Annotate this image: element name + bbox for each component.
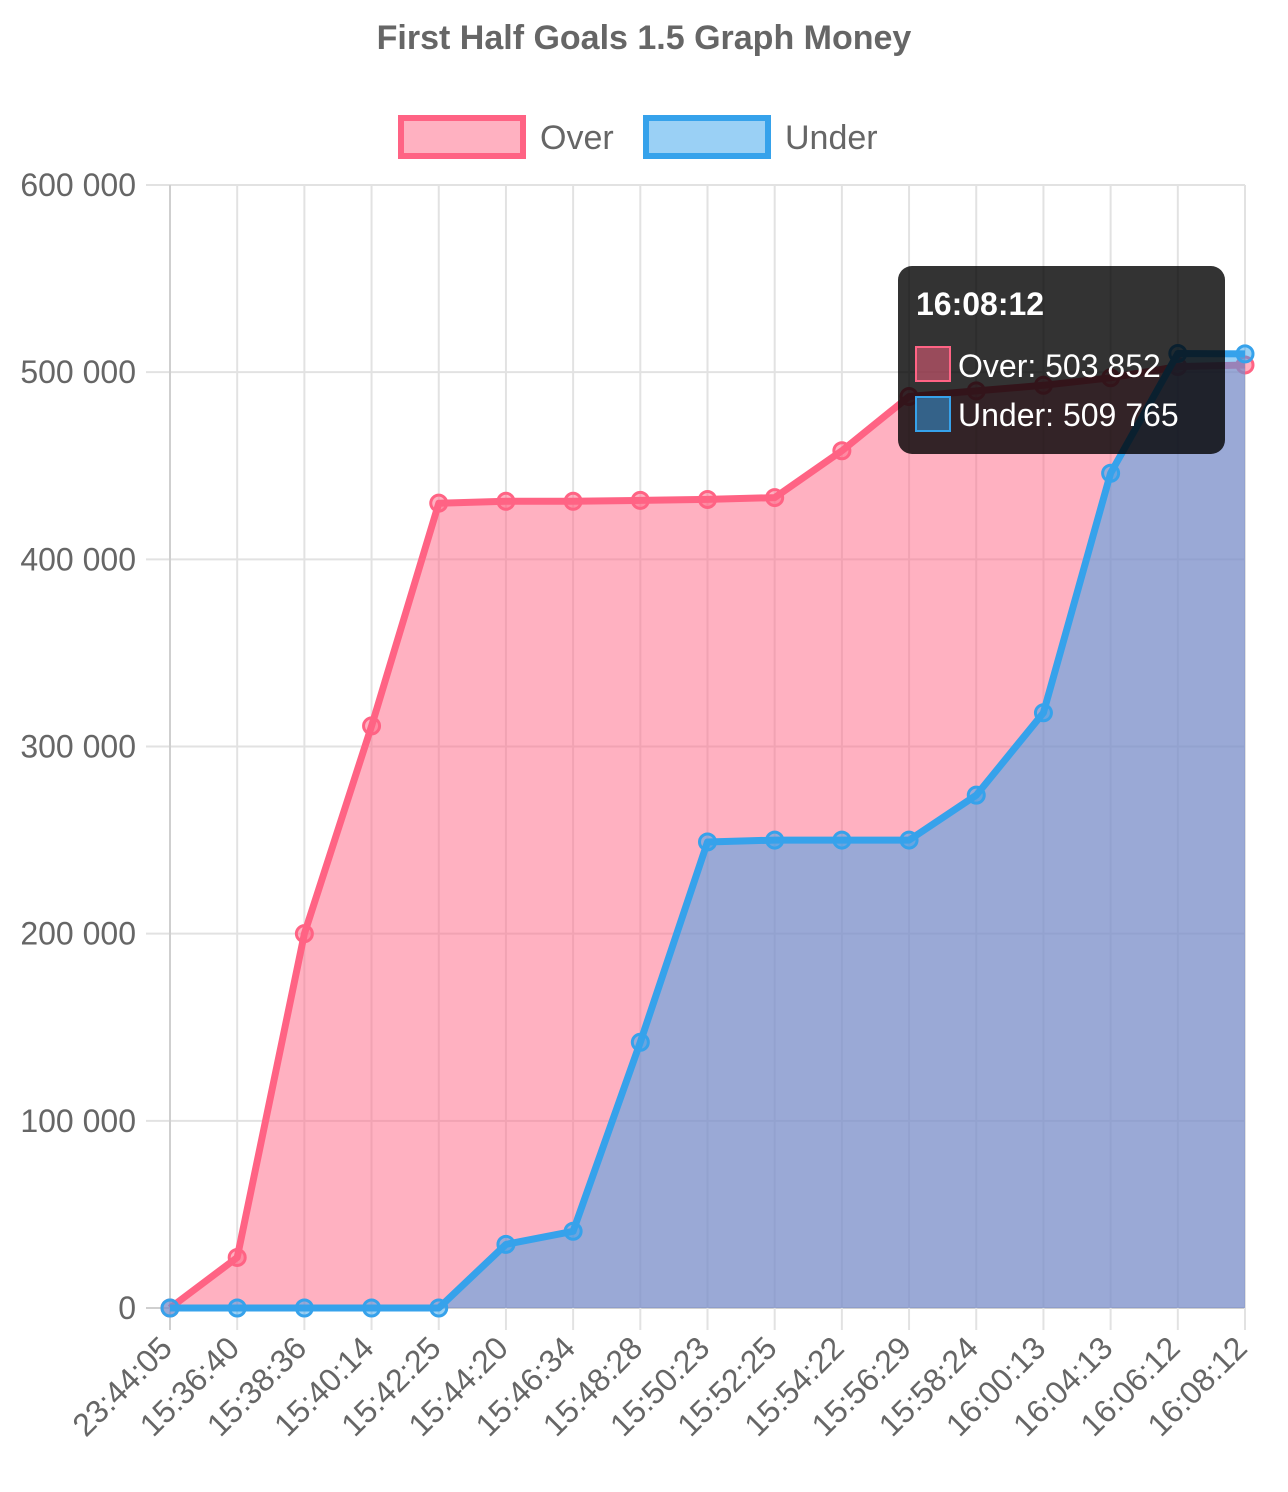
tooltip-swatch-under <box>915 396 951 432</box>
y-tick-label: 200 000 <box>20 916 136 952</box>
y-tick-label: 0 <box>118 1290 136 1326</box>
point-under[interactable] <box>294 1298 314 1318</box>
legend-label-under: Under <box>785 119 878 157</box>
tooltip-title: 16:08:12 <box>916 286 1044 322</box>
legend-item-over[interactable]: Over <box>398 115 614 159</box>
tooltip-line-under: Under: 509 765 <box>958 397 1179 433</box>
point-under[interactable] <box>1101 463 1121 483</box>
point-under[interactable] <box>227 1298 247 1318</box>
y-tick-label: 300 000 <box>20 729 136 765</box>
y-tick-label: 100 000 <box>20 1103 136 1139</box>
point-under[interactable] <box>429 1298 449 1318</box>
y-tick-label: 500 000 <box>20 354 136 390</box>
point-over[interactable] <box>362 716 382 736</box>
point-under[interactable] <box>362 1298 382 1318</box>
point-over[interactable] <box>429 493 449 513</box>
point-over[interactable] <box>698 489 717 509</box>
point-under[interactable] <box>1033 703 1053 723</box>
legend-label-over: Over <box>540 119 614 157</box>
point-under[interactable] <box>630 1032 650 1052</box>
legend-item-under[interactable]: Under <box>643 115 878 159</box>
point-over[interactable] <box>294 924 314 944</box>
point-under[interactable] <box>899 830 919 850</box>
tooltip-swatch-over <box>915 346 951 382</box>
point-over[interactable] <box>227 1247 247 1267</box>
y-tick-label: 400 000 <box>20 541 136 577</box>
legend-swatch-under <box>643 115 771 159</box>
area-under <box>170 353 1245 1308</box>
point-over[interactable] <box>630 490 650 510</box>
point-over[interactable] <box>765 488 785 508</box>
point-under[interactable] <box>563 1221 583 1241</box>
tooltip: 16:08:12 Over: 503 852 Under: 509 765 <box>898 266 1225 454</box>
legend: Over Under <box>398 115 878 159</box>
plot-area <box>160 343 1255 1318</box>
point-under[interactable] <box>160 1298 180 1318</box>
chart-title: First Half Goals 1.5 Graph Money <box>377 19 912 57</box>
point-under[interactable] <box>966 785 986 805</box>
legend-swatch-over <box>398 115 526 159</box>
point-over[interactable] <box>563 491 583 511</box>
tooltip-box <box>898 266 1225 454</box>
point-under[interactable] <box>1235 344 1255 364</box>
point-under[interactable] <box>496 1234 516 1254</box>
point-under[interactable] <box>698 832 717 852</box>
point-over[interactable] <box>832 441 852 461</box>
tooltip-line-over: Over: 503 852 <box>958 348 1161 384</box>
y-tick-label: 600 000 <box>20 167 136 203</box>
point-under[interactable] <box>765 830 785 850</box>
point-under[interactable] <box>832 830 852 850</box>
point-over[interactable] <box>496 491 516 511</box>
y-axis: 0 100 000 200 000 300 000 400 000 500 000 600 … <box>20 167 136 1326</box>
x-axis: 23:44:0515:36:4015:38:3615:40:1415:42:25… <box>65 1329 1254 1443</box>
